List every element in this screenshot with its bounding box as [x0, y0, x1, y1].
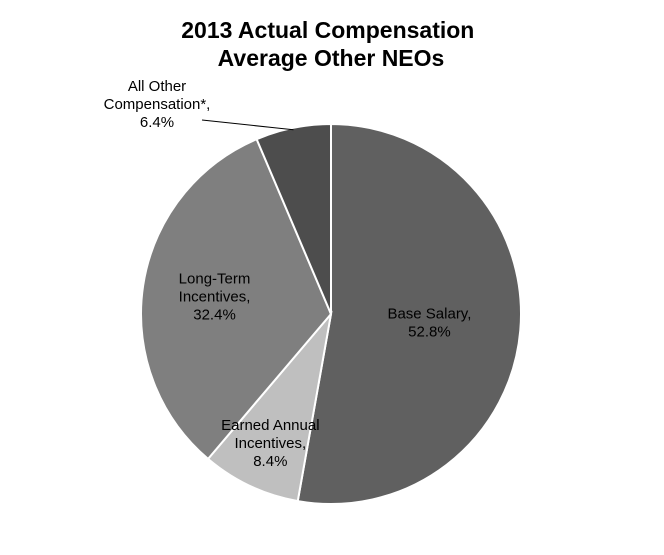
pie-slice-long-term-incentives [140, 137, 333, 461]
slice-name-label: Compensation*, [104, 96, 211, 113]
slice-labels: Base Salary, 52.8%Earned Annual Incentives… [104, 78, 472, 470]
slice-name-label: Incentives, [179, 288, 251, 305]
pie-slice-all-other-compensation [255, 122, 332, 315]
slice-value-label: 8.4% [253, 453, 287, 470]
slice-value-label: 52.8% [408, 324, 451, 341]
chart-title: 2013 Actual Compensation Average Other N… [181, 17, 481, 71]
leader-line-all-other-compensation [201, 119, 294, 131]
slice-label-all-other-compensation: All Other Compensation*, 6.4% [104, 78, 211, 131]
slice-label-base-salary: Base Salary, 52.8% [387, 306, 471, 341]
pie-slices [140, 122, 523, 505]
slice-name-label: Incentives, [234, 435, 306, 452]
chart-title-line-2: Average Other NEOs [218, 45, 445, 71]
chart-title-line-1: 2013 Actual Compensation [181, 17, 474, 43]
slice-name-label: Base Salary, [387, 306, 471, 323]
slice-label-earned-annual-incentives: Earned Annual Incentives, 8.4% [221, 417, 319, 470]
slice-name-label: All Other [128, 78, 186, 95]
slice-value-label: 6.4% [140, 114, 174, 131]
slice-name-label: Long-Term [179, 270, 251, 287]
pie-slice-base-salary [296, 122, 523, 505]
slice-value-label: 32.4% [193, 306, 236, 323]
pie-slice-earned-annual-incentives [206, 310, 333, 503]
slice-label-long-term-incentives: Long-Term Incentives, 32.4% [179, 270, 251, 323]
slice-name-label: Earned Annual [221, 417, 319, 434]
leader-lines [201, 119, 294, 131]
